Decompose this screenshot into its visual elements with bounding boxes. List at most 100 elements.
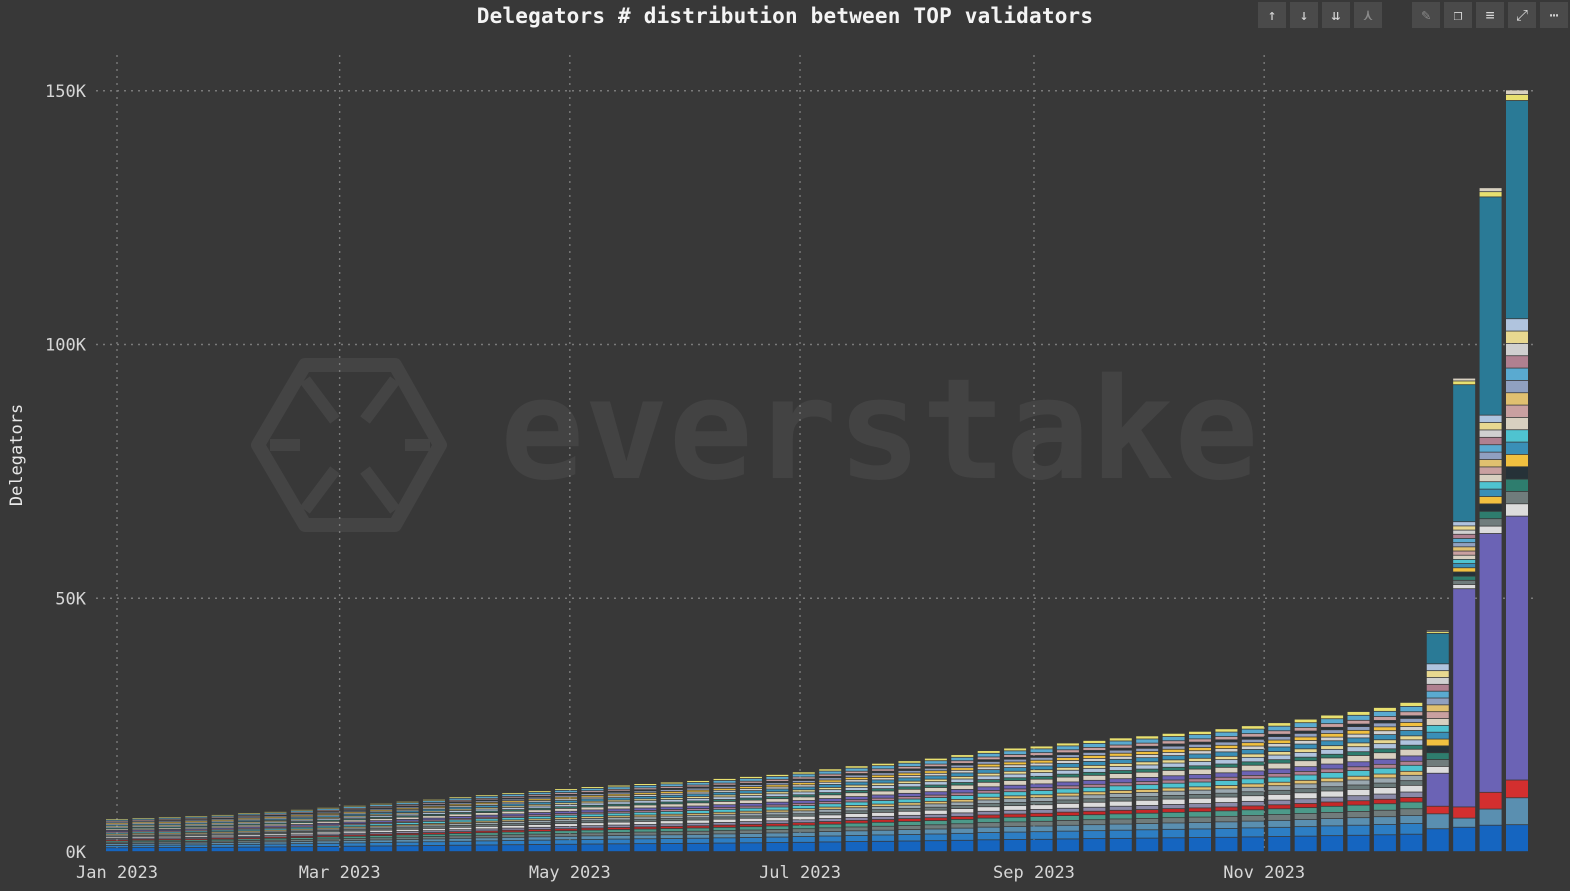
bar-segment[interactable] [132, 821, 155, 823]
bar-segment[interactable] [924, 761, 947, 764]
bar-segment[interactable] [1004, 832, 1027, 840]
bar-segment[interactable] [1189, 758, 1212, 762]
bar-segment[interactable] [370, 822, 393, 824]
bar-segment[interactable] [687, 803, 710, 806]
bar-segment[interactable] [290, 821, 313, 823]
bar-segment[interactable] [1056, 803, 1079, 808]
bar-segment[interactable] [370, 838, 393, 840]
bar-segment[interactable] [1321, 769, 1344, 773]
bar-segment[interactable] [1241, 828, 1264, 837]
bar-segment[interactable] [528, 840, 551, 845]
bar-segment[interactable] [766, 802, 789, 805]
bar-segment[interactable] [1056, 750, 1079, 753]
bar-segment[interactable] [845, 827, 868, 831]
bar-segment[interactable] [422, 805, 445, 806]
bar-segment[interactable] [290, 811, 313, 812]
bar-segment[interactable] [739, 827, 762, 830]
bar-segment[interactable] [1321, 764, 1344, 769]
bar-segment[interactable] [1426, 746, 1449, 753]
bar-segment[interactable] [211, 828, 234, 829]
bar-segment[interactable] [1268, 723, 1291, 726]
bar-segment[interactable] [660, 807, 683, 810]
bar-segment[interactable] [396, 829, 419, 832]
bar-segment[interactable] [1347, 796, 1370, 801]
bar-segment[interactable] [396, 833, 419, 835]
bar-segment[interactable] [766, 807, 789, 810]
bar-segment[interactable] [1268, 743, 1291, 747]
bar-segment[interactable] [106, 832, 128, 834]
bar-segment[interactable] [1056, 758, 1079, 761]
bar-segment[interactable] [475, 835, 498, 838]
bar-segment[interactable] [475, 833, 498, 835]
bar-segment[interactable] [898, 799, 921, 803]
bar-segment[interactable] [449, 816, 472, 819]
bar-segment[interactable] [449, 806, 472, 807]
bar-segment[interactable] [343, 816, 366, 817]
bar-segment[interactable] [898, 825, 921, 830]
bar-segment[interactable] [607, 832, 630, 836]
bar-segment[interactable] [1426, 630, 1449, 632]
bar-segment[interactable] [555, 833, 578, 836]
bar-segment[interactable] [1426, 759, 1449, 767]
bar-segment[interactable] [1030, 788, 1053, 791]
bar-segment[interactable] [1056, 808, 1079, 812]
bar-segment[interactable] [396, 816, 419, 817]
bar-segment[interactable] [1506, 380, 1528, 393]
bar-segment[interactable] [951, 813, 974, 816]
bar-segment[interactable] [792, 809, 815, 811]
bar-segment[interactable] [792, 779, 815, 781]
bar-segment[interactable] [528, 791, 551, 792]
bar-segment[interactable] [1136, 800, 1159, 806]
bar-segment[interactable] [528, 799, 551, 801]
bar-segment[interactable] [555, 840, 578, 844]
bar-segment[interactable] [1109, 790, 1132, 794]
bar-segment[interactable] [422, 821, 445, 824]
bar-segment[interactable] [1373, 804, 1396, 810]
bar-segment[interactable] [211, 847, 234, 852]
bar-segment[interactable] [1347, 770, 1370, 776]
bar-segment[interactable] [1030, 760, 1053, 763]
bar-segment[interactable] [1109, 770, 1132, 774]
bar-segment[interactable] [872, 819, 895, 822]
bar-segment[interactable] [343, 824, 366, 825]
bar-segment[interactable] [1215, 732, 1238, 737]
bar-segment[interactable] [106, 822, 128, 824]
bar-segment[interactable] [158, 835, 181, 837]
bar-segment[interactable] [158, 820, 181, 822]
bar-segment[interactable] [1109, 783, 1132, 786]
bar-segment[interactable] [819, 812, 842, 815]
bar-segment[interactable] [1426, 698, 1449, 705]
bar-segment[interactable] [977, 807, 1000, 811]
bar-segment[interactable] [1294, 836, 1317, 852]
bar-segment[interactable] [1109, 741, 1132, 745]
bar-segment[interactable] [1373, 740, 1396, 744]
bar-segment[interactable] [977, 764, 1000, 767]
bar-segment[interactable] [1241, 749, 1264, 754]
bar-segment[interactable] [528, 829, 551, 831]
bar-segment[interactable] [581, 791, 604, 793]
bar-segment[interactable] [845, 780, 868, 782]
bar-segment[interactable] [1004, 754, 1027, 757]
bar-segment[interactable] [555, 793, 578, 794]
bar-segment[interactable] [1136, 739, 1159, 743]
bar-segment[interactable] [1373, 727, 1396, 731]
bar-segment[interactable] [1004, 814, 1027, 817]
bar-segment[interactable] [264, 827, 287, 829]
bar-segment[interactable] [1189, 747, 1212, 751]
bar-segment[interactable] [502, 835, 525, 837]
bar-segment[interactable] [396, 806, 419, 807]
bar-segment[interactable] [1373, 774, 1396, 778]
bar-segment[interactable] [792, 811, 815, 814]
bar-segment[interactable] [1268, 786, 1291, 790]
bar-segment[interactable] [1294, 771, 1317, 775]
bar-segment[interactable] [317, 811, 340, 813]
bar-segment[interactable] [158, 829, 181, 831]
bar-segment[interactable] [1400, 745, 1423, 749]
bar-segment[interactable] [264, 820, 287, 822]
bar-segment[interactable] [951, 763, 974, 765]
bar-segment[interactable] [1506, 393, 1528, 405]
bar-segment[interactable] [766, 776, 789, 779]
bar-segment[interactable] [343, 828, 366, 830]
bar-segment[interactable] [238, 842, 261, 844]
bar-segment[interactable] [607, 820, 630, 822]
